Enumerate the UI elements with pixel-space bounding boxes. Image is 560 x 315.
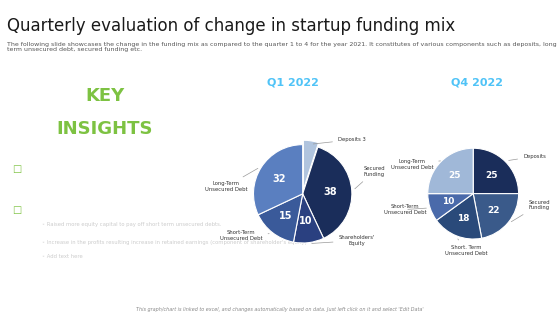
- Text: Short. Term
Unsecured Debt: Short. Term Unsecured Debt: [445, 239, 488, 256]
- Wedge shape: [473, 148, 519, 194]
- Text: □: □: [12, 164, 22, 174]
- Text: 15: 15: [279, 211, 292, 220]
- Text: Secured
Funding: Secured Funding: [511, 200, 550, 222]
- Wedge shape: [473, 194, 519, 238]
- Text: Short-Term
Unsecured Debt: Short-Term Unsecured Debt: [220, 230, 269, 241]
- Text: Long-Term
Unsecured Debt: Long-Term Unsecured Debt: [390, 159, 441, 169]
- Wedge shape: [428, 194, 473, 220]
- Text: 25: 25: [449, 170, 461, 180]
- Text: Deposits: Deposits: [508, 154, 546, 160]
- Text: Q1 2022: Q1 2022: [267, 78, 319, 88]
- Text: ◦ Increase in the profits resulting increase in retained earnings (component of : ◦ Increase in the profits resulting incr…: [42, 240, 307, 245]
- Text: 25: 25: [486, 170, 498, 180]
- Text: 38: 38: [323, 187, 337, 197]
- Text: Quarterly evaluation of change in startup funding mix: Quarterly evaluation of change in startu…: [7, 17, 455, 35]
- Wedge shape: [436, 194, 482, 239]
- Text: Shareholders'
Equity: Shareholders' Equity: [312, 235, 375, 246]
- Text: ◦ Raised more equity capital to pay off short term unsecured debts.: ◦ Raised more equity capital to pay off …: [42, 222, 222, 227]
- Wedge shape: [428, 148, 473, 194]
- Wedge shape: [254, 145, 303, 215]
- Text: 18: 18: [458, 214, 470, 223]
- Text: There is 5x times increase in the shareholder's equity.: There is 5x times increase in the shareh…: [36, 163, 211, 168]
- Wedge shape: [304, 140, 319, 189]
- Text: KEY: KEY: [85, 87, 125, 105]
- Text: 10: 10: [300, 216, 313, 226]
- Text: □: □: [12, 205, 22, 215]
- Text: Deposits 3: Deposits 3: [313, 137, 366, 144]
- Text: 22: 22: [487, 206, 500, 215]
- Text: The following slide showcases the change in the funding mix as compared to the q: The following slide showcases the change…: [7, 42, 556, 52]
- Wedge shape: [302, 147, 352, 238]
- Text: Long-Term
Unsecured Debt: Long-Term Unsecured Debt: [205, 168, 258, 192]
- Text: 10: 10: [442, 197, 454, 206]
- Text: 32: 32: [273, 174, 286, 184]
- Wedge shape: [293, 194, 324, 243]
- Text: This could be due to the following reasons –: This could be due to the following reaso…: [36, 203, 178, 209]
- Wedge shape: [258, 194, 302, 242]
- Text: Short-Term
Unsecured Debt: Short-Term Unsecured Debt: [384, 204, 426, 215]
- Text: Q4 2022: Q4 2022: [451, 78, 503, 88]
- Text: Secured
Funding: Secured Funding: [355, 166, 385, 189]
- Text: This graph/chart is linked to excel, and changes automatically based on data. Ju: This graph/chart is linked to excel, and…: [136, 307, 424, 312]
- Text: ◦ Add text here: ◦ Add text here: [42, 254, 83, 259]
- Text: INSIGHTS: INSIGHTS: [57, 120, 153, 138]
